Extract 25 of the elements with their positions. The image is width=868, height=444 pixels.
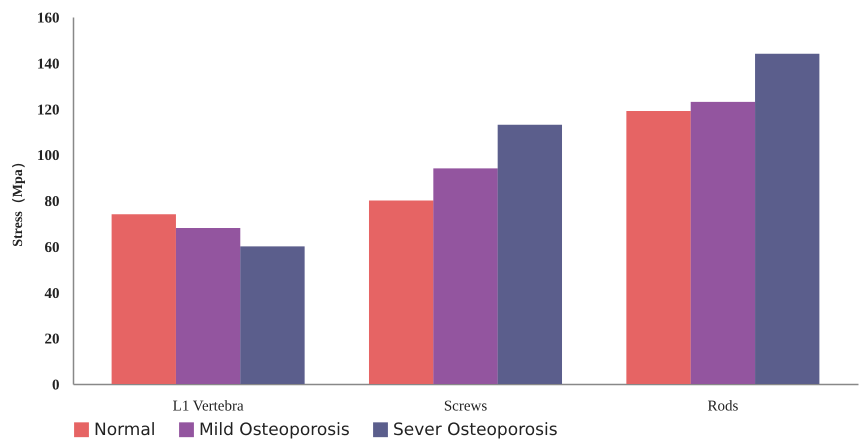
y-tick-label: 60 — [44, 240, 60, 256]
bar — [368, 200, 434, 384]
bar — [755, 54, 820, 384]
bar — [112, 214, 176, 384]
bar — [433, 168, 498, 384]
y-tick-label: 80 — [44, 194, 60, 210]
legend-label: Normal — [94, 420, 156, 440]
y-tick-label: 120 — [37, 102, 60, 118]
y-tick-label: 160 — [37, 10, 60, 26]
legend-label: Mild Osteoporosis — [199, 420, 350, 440]
y-axis-title: Stress（Mpa） — [11, 155, 26, 247]
legend-label: Sever Osteoporosis — [393, 420, 558, 440]
bar — [498, 124, 562, 384]
y-tick-label: 0 — [52, 378, 60, 394]
bar — [690, 102, 756, 384]
x-tick-label: Screws — [444, 398, 488, 414]
bar — [176, 228, 240, 384]
y-tick-label: 20 — [44, 332, 60, 348]
bar — [240, 246, 305, 384]
y-tick-label: 140 — [37, 56, 60, 72]
bar — [626, 111, 691, 384]
y-tick-label: 100 — [37, 148, 60, 164]
x-tick-label: Rods — [707, 398, 738, 414]
x-tick-label: L1 Vertebra — [172, 398, 244, 414]
y-tick-label: 40 — [44, 286, 60, 302]
